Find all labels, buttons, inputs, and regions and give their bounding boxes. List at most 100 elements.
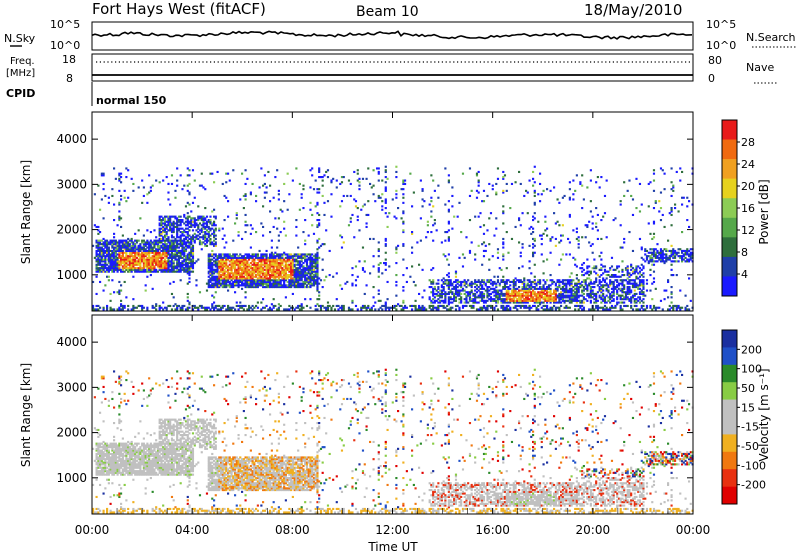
heatmap-cell: [481, 299, 484, 302]
heatmap-cell: [255, 268, 258, 271]
heatmap-cell: [598, 280, 601, 284]
heatmap-cell: [221, 270, 224, 273]
heatmap-cell: [533, 194, 536, 198]
heatmap-cell: [291, 282, 294, 285]
heatmap-cell: [433, 222, 436, 225]
heatmap-cell: [170, 265, 174, 268]
heatmap-cell: [288, 274, 291, 277]
heatmap-cell: [251, 282, 254, 285]
heatmap-cell: [283, 272, 286, 275]
heatmap-cell: [100, 255, 103, 258]
heatmap-cell: [227, 304, 230, 308]
heatmap-cell: [179, 253, 182, 256]
heatmap-cell: [223, 277, 226, 280]
heatmap-cell: [207, 258, 210, 261]
heatmap-cell: [633, 289, 636, 292]
heatmap-cell: [93, 224, 96, 227]
heatmap-cell: [652, 236, 656, 239]
heatmap-cell: [169, 256, 172, 259]
heatmap-cell: [258, 249, 261, 253]
heatmap-cell: [502, 308, 505, 311]
heatmap-cell: [617, 270, 621, 273]
heatmap-cell: [246, 263, 249, 266]
heatmap-cell: [295, 306, 298, 309]
heatmap-cell: [595, 298, 598, 301]
heatmap-cell: [211, 286, 214, 289]
heatmap-cell: [92, 308, 95, 311]
heatmap-cell: [118, 256, 121, 259]
heatmap-cell: [169, 249, 172, 253]
heatmap-cell: [256, 306, 259, 309]
heatmap-cell: [214, 229, 217, 232]
heatmap-cell: [198, 217, 202, 220]
heatmap-cell: [270, 262, 273, 265]
heatmap-cell: [304, 279, 307, 282]
heatmap-cell: [298, 253, 301, 256]
heatmap-cell: [277, 303, 280, 306]
heatmap-cell: [228, 277, 231, 280]
heatmap-cell: [440, 284, 443, 287]
heatmap-cell: [321, 268, 324, 271]
heatmap-cell: [218, 277, 221, 280]
heatmap-cell: [249, 224, 252, 227]
heatmap-cell: [107, 270, 110, 273]
heatmap-cell: [311, 263, 314, 266]
heatmap-cell: [188, 251, 191, 254]
heatmap-cell: [156, 239, 160, 242]
heatmap-cell: [207, 236, 210, 239]
heatmap-cell: [244, 279, 247, 282]
heatmap-cell: [109, 255, 112, 258]
heatmap-cell: [207, 272, 210, 275]
heatmap-cell: [598, 275, 601, 278]
heatmap-cell: [575, 296, 578, 299]
heatmap-cell: [149, 274, 152, 277]
heatmap-cell: [616, 303, 619, 306]
heatmap-cell: [456, 294, 459, 297]
heatmap-cell: [300, 286, 303, 289]
heatmap-cell: [156, 270, 160, 273]
heatmap-cell: [554, 289, 557, 292]
heatmap-cell: [104, 260, 107, 263]
heatmap-cell: [283, 282, 286, 285]
heatmap-cell: [640, 304, 643, 308]
heatmap-cell: [384, 201, 387, 204]
heatmap-cell: [114, 262, 117, 265]
heatmap-cell: [120, 241, 123, 244]
heatmap-cell: [638, 291, 642, 294]
heatmap-cell: [609, 301, 612, 304]
heatmap-cell: [109, 268, 112, 271]
heatmap-cell: [211, 270, 214, 273]
heatmap-cell: [609, 268, 612, 271]
heatmap-cell: [658, 306, 661, 309]
heatmap-cell: [205, 239, 209, 242]
heatmap-cell: [216, 284, 219, 287]
heatmap-cell: [481, 296, 484, 299]
heatmap-cell: [484, 284, 487, 287]
heatmap-cell: [169, 265, 172, 268]
heatmap-cell: [120, 270, 123, 273]
heatmap-cell: [213, 286, 216, 289]
heatmap-cell: [418, 263, 421, 266]
heatmap-cell: [242, 194, 245, 198]
heatmap-cell: [128, 268, 131, 271]
heatmap-cell: [421, 205, 424, 208]
heatmap-cell: [295, 267, 298, 270]
heatmap-cell: [165, 225, 168, 229]
heatmap-cell: [539, 172, 542, 175]
heatmap-cell: [225, 263, 228, 266]
heatmap-cell: [298, 272, 301, 275]
heatmap-cell: [246, 280, 249, 284]
heatmap-cell: [200, 219, 203, 222]
heatmap-cell: [582, 296, 585, 299]
heatmap-cell: [351, 267, 354, 270]
heatmap-cell: [595, 296, 598, 299]
heatmap-cell: [248, 284, 251, 287]
heatmap-cell: [102, 268, 105, 271]
heatmap-cell: [423, 306, 426, 309]
heatmap-cell: [114, 256, 117, 259]
heatmap-cell: [619, 282, 622, 285]
heatmap-cell: [495, 227, 498, 230]
heatmap-cell: [479, 287, 482, 290]
heatmap-cell: [218, 229, 221, 232]
heatmap-cell: [542, 287, 545, 290]
